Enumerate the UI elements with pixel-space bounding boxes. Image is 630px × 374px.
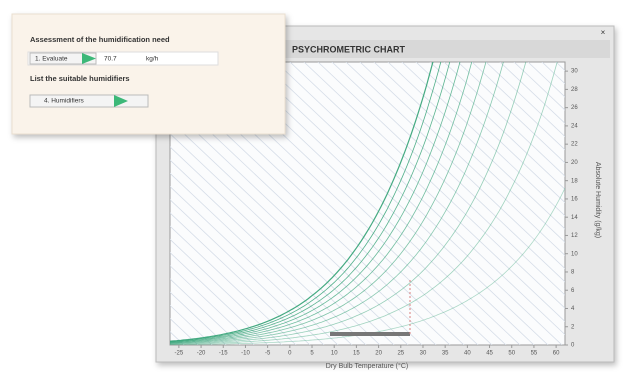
hatch-line (275, 62, 565, 336)
rh-curve (170, 62, 527, 345)
hatch-line (170, 278, 241, 345)
x-tick-label: 35 (442, 351, 449, 357)
x-axis-label: Dry Bulb Temperature (°C) (326, 362, 408, 370)
close-button[interactable]: × (601, 28, 606, 37)
y-tick-label: 16 (571, 197, 578, 203)
hatch-line (499, 62, 565, 124)
hatch-line (170, 212, 311, 345)
hatch-line (261, 62, 563, 345)
hatch-line (513, 62, 565, 111)
hatch-line (289, 62, 565, 322)
hatch-line (485, 62, 565, 138)
rh-curve (170, 62, 558, 345)
y-tick-label: 22 (571, 142, 578, 148)
x-tick-label: 20 (375, 351, 382, 357)
range-bar (330, 332, 410, 336)
button-arrow[interactable] (114, 95, 128, 107)
panel-background (11, 13, 286, 135)
y-tick-label: 6 (571, 288, 575, 294)
hatch-line (317, 62, 565, 296)
panel-heading: Assessment of the humidification need (30, 35, 170, 44)
rh-curve (170, 62, 451, 343)
hatch-line (170, 291, 227, 345)
hatch-line (387, 62, 565, 230)
hatch-line (415, 62, 565, 204)
x-tick-label: 50 (508, 351, 515, 357)
y-axis-label: Absolute Humidity (g/kg) (594, 162, 601, 238)
hatch-line (170, 252, 269, 345)
hatch-line (359, 62, 565, 256)
hatch-line (457, 62, 565, 164)
hatch-line (170, 172, 353, 345)
y-tick-label: 4 (571, 306, 575, 312)
button-label[interactable]: 4. Humidifiers (44, 98, 84, 105)
x-tick-label: 5 (310, 351, 314, 357)
chart-title: PSYCHROMETRIC CHART (292, 44, 406, 54)
hatch-line (170, 265, 255, 345)
x-tick-label: -20 (197, 351, 206, 357)
rh-curve (170, 62, 504, 344)
panel-heading: List the suitable humidifiers (30, 74, 130, 83)
x-tick-label: 15 (353, 351, 360, 357)
y-tick-label: 24 (571, 123, 578, 129)
hatch-line (443, 62, 565, 177)
y-tick-label: 20 (571, 160, 578, 166)
hatch-line (429, 62, 565, 190)
hatch-line (471, 62, 565, 151)
y-tick-label: 14 (571, 215, 578, 221)
hatch-line (331, 62, 565, 283)
x-tick-label: 55 (531, 351, 538, 357)
x-tick-label: 40 (464, 351, 471, 357)
plot: -25 -20 -15 -10 -5 0 5 10 15 20 25 30 35 40 45 50 55 60 0 2… (170, 62, 578, 357)
y-tick-label: 12 (571, 233, 578, 239)
evaluate-button[interactable]: 1. Evaluate (29, 52, 97, 65)
rh-curve (170, 62, 461, 343)
hatch-line (170, 119, 409, 345)
x-tick-label: -5 (265, 351, 271, 357)
hatch-line (170, 199, 325, 345)
rh-curve (170, 62, 473, 344)
x-tick-label: 45 (486, 351, 493, 357)
button-arrow[interactable] (82, 53, 96, 64)
assessment-panel: Assessment of the humidification need 1.… (11, 13, 286, 135)
x-tick-label: 0 (288, 351, 292, 357)
x-tick-label: 60 (553, 351, 560, 357)
y-tick-label: 0 (571, 343, 575, 349)
x-tick-label: 30 (420, 351, 427, 357)
hatch-line (345, 62, 565, 270)
hatch-line (170, 133, 395, 345)
rh-curve (170, 62, 442, 342)
hatch-line (303, 62, 565, 309)
x-tick-label: -10 (241, 351, 250, 357)
rh-curve (170, 62, 487, 344)
y-tick-label: 30 (571, 69, 578, 75)
y-tick-label: 8 (571, 270, 575, 276)
plot-content (170, 62, 565, 345)
y-tick-label: 18 (571, 178, 578, 184)
y-tick-label: 2 (571, 324, 575, 330)
y-tick-label: 26 (571, 105, 578, 111)
hatch-line (170, 185, 339, 345)
hatch-line (373, 62, 565, 243)
x-tick-label: 25 (397, 351, 404, 357)
result-value: 70.7 (104, 56, 117, 63)
hatch-line (170, 238, 283, 345)
x-tick-label: -15 (219, 351, 228, 357)
button-label[interactable]: 1. Evaluate (35, 56, 68, 63)
y-tick-label: 10 (571, 251, 578, 257)
y-tick-label: 28 (571, 87, 578, 93)
x-tick-label: -25 (175, 351, 184, 357)
rh-curve (170, 62, 434, 342)
result-unit: kg/h (146, 56, 159, 63)
hatch-line (401, 62, 565, 217)
hatch-line (170, 146, 381, 345)
humidifiers-button[interactable]: 4. Humidifiers (29, 94, 149, 108)
hatch-line (170, 225, 297, 345)
x-tick-label: 10 (331, 351, 338, 357)
